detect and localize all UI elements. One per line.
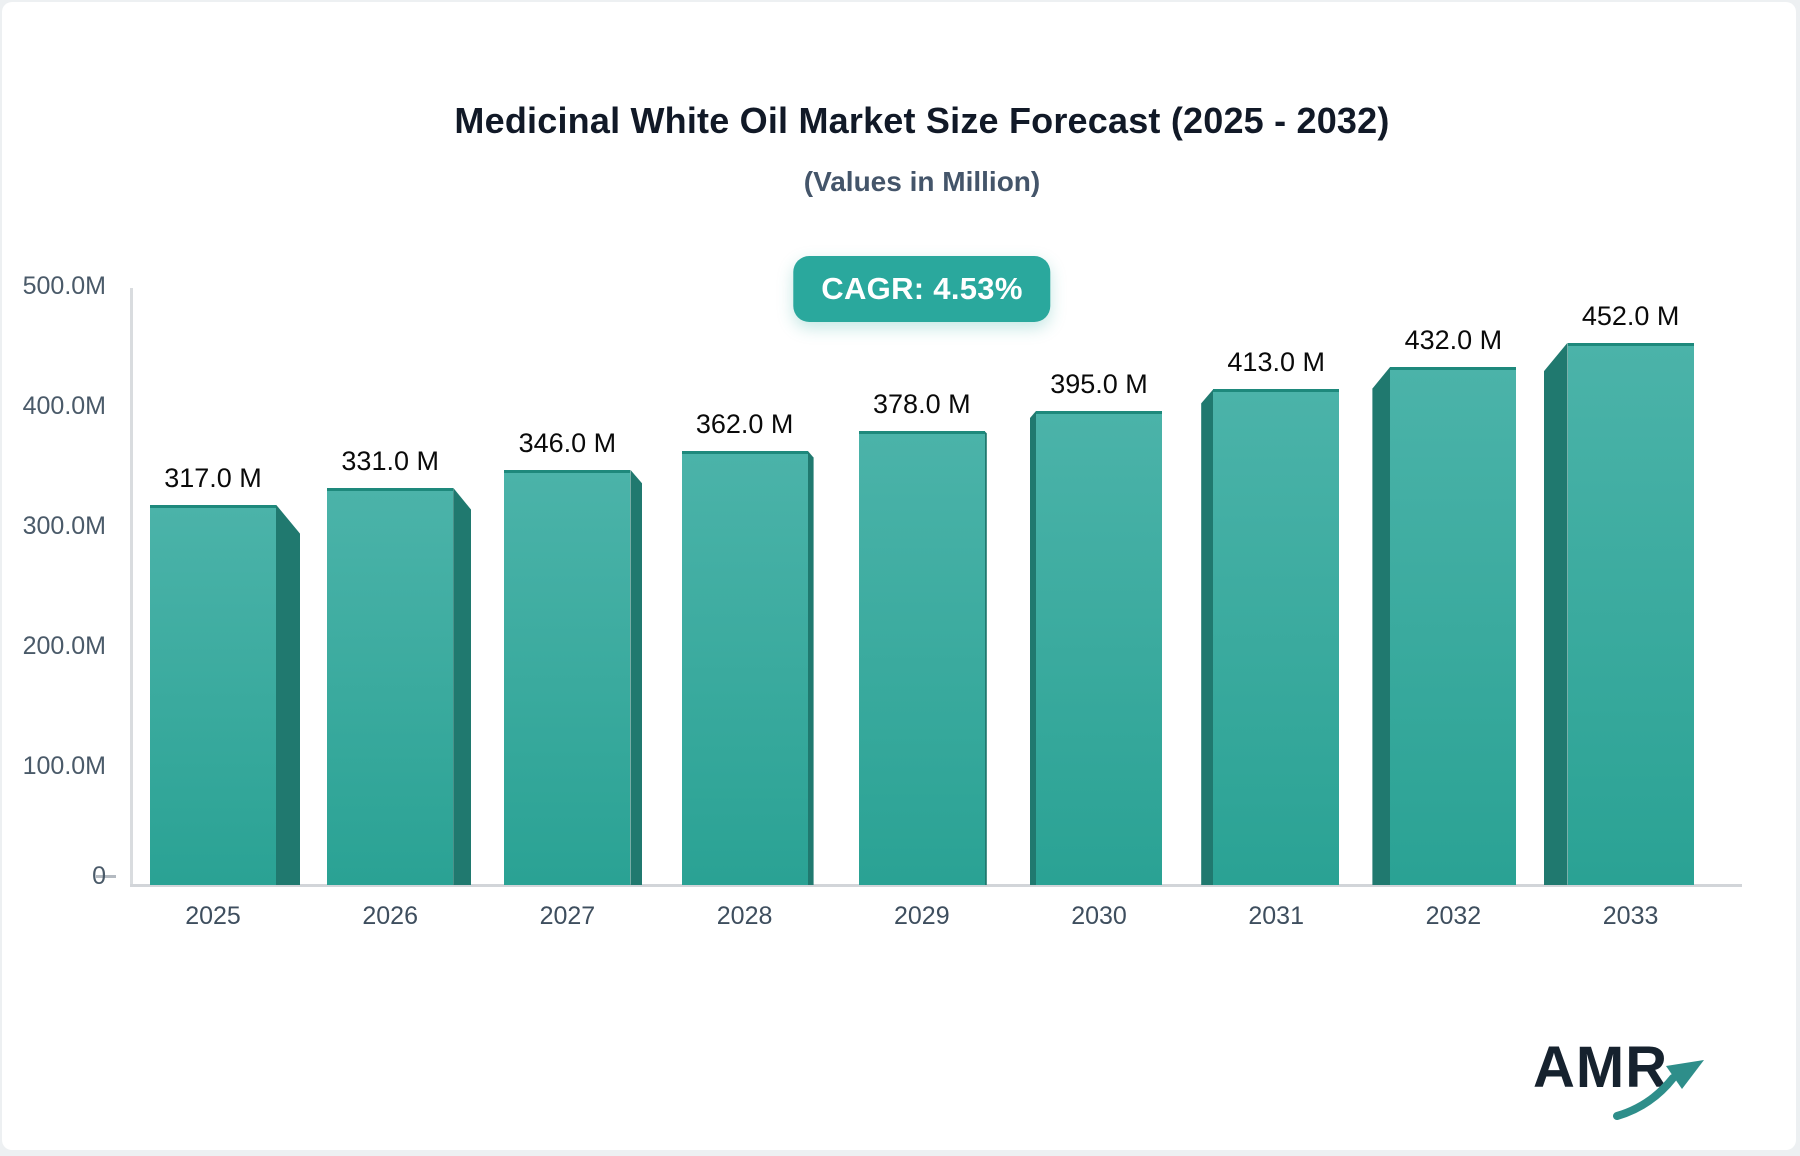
y-axis-label: 400.0M (22, 392, 106, 420)
bar (1036, 411, 1162, 885)
x-axis-label: 2030 (1071, 902, 1127, 930)
bar-value-label: 395.0 M (1050, 369, 1148, 399)
bar-value-label: 413.0 M (1227, 347, 1325, 378)
chart-subtitle: (Values in Million) (803, 166, 1041, 197)
zero-tick-mark (96, 875, 116, 878)
x-axis-label: 2033 (1602, 902, 1659, 930)
bar (327, 487, 454, 885)
bar-value-label: 378.0 M (873, 389, 971, 420)
x-axis-label: 2029 (893, 902, 950, 930)
bar-side-face (1030, 411, 1036, 885)
bar-value-label: 432.0 M (1404, 324, 1503, 355)
bar-side-face (1372, 366, 1391, 885)
y-axis-label: 0 (92, 862, 106, 890)
bar-side-face (984, 431, 987, 885)
x-axis-label: 2025 (185, 902, 241, 930)
bar-value-label: 331.0 M (341, 445, 439, 476)
bar-side-face (807, 450, 814, 885)
x-axis-label: 2028 (716, 902, 773, 930)
bar-value-label: 346.0 M (518, 427, 617, 458)
x-axis-line (130, 884, 1742, 887)
bar (1390, 366, 1517, 885)
chart-title: Medicinal White Oil Market Size Forecast… (454, 100, 1390, 141)
bar (858, 431, 985, 885)
y-axis-label: 500.0M (22, 272, 106, 300)
bar-value-label: 452.0 M (1581, 300, 1680, 331)
bar-side-face (630, 469, 643, 885)
amr-logo: AMR (1533, 1034, 1773, 1134)
x-axis-label: 2031 (1248, 902, 1304, 930)
amr-logo-text: AMR (1533, 1035, 1669, 1100)
growth-arrow-icon (1613, 1060, 1704, 1120)
y-axis-line (130, 288, 133, 886)
x-axis-label: 2032 (1425, 902, 1482, 930)
y-axis-label: 200.0M (22, 632, 106, 660)
x-axis-label: 2027 (539, 902, 596, 930)
bar-value-label: 317.0 M (164, 462, 262, 493)
bar (1213, 389, 1340, 885)
bar (150, 504, 276, 885)
y-axis-label: 100.0M (22, 752, 106, 780)
y-axis-label: 300.0M (22, 512, 106, 540)
bar (504, 469, 631, 885)
bar (681, 450, 808, 885)
bar (1567, 342, 1694, 885)
x-axis-label: 2026 (362, 902, 418, 930)
bar-side-face (1201, 389, 1214, 885)
bar-value-label: 362.0 M (695, 408, 794, 439)
cagr-badge: CAGR: 4.53% (793, 256, 1051, 322)
bar-side-face (453, 487, 472, 885)
bar-side-face (276, 504, 300, 885)
bar-side-face (1543, 342, 1568, 885)
